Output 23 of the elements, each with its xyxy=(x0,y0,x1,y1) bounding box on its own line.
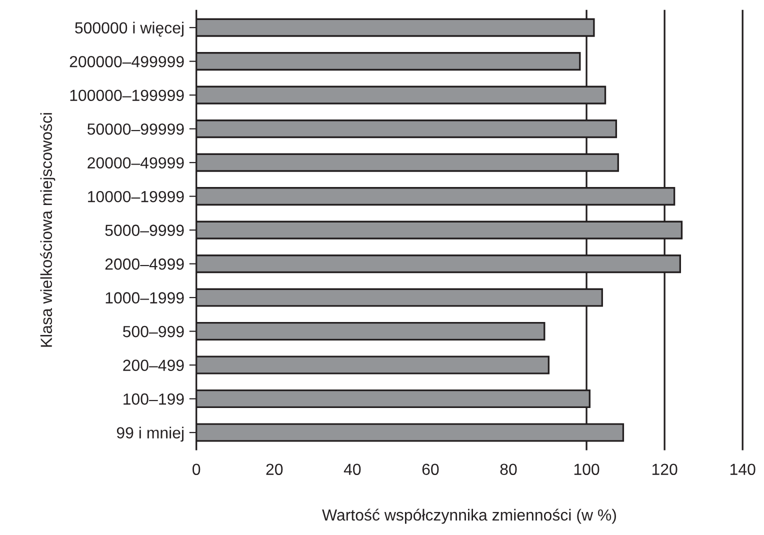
x-axis-title: Wartość współczynnika zmienności (w %) xyxy=(322,508,616,524)
y-tick-label: 200000–499999 xyxy=(70,56,184,68)
x-tick-label: 120 xyxy=(652,464,678,476)
y-tick-label: 5000–9999 xyxy=(105,224,184,236)
y-tick-label: 50000–99999 xyxy=(87,123,184,135)
y-tick-label: 1000–1999 xyxy=(106,292,184,304)
y-axis-title: Klasa wielkościowa miejscowości xyxy=(40,113,56,347)
y-tick-label: 500–999 xyxy=(123,326,184,338)
y-tick-label: 20000–49999 xyxy=(88,157,184,168)
x-tick-label: 0 xyxy=(192,464,200,476)
x-tick-label: 20 xyxy=(266,464,283,476)
y-tick-label: 100000–199999 xyxy=(70,90,184,102)
x-tick-label: 40 xyxy=(344,464,361,476)
y-tick-label: 2000–4999 xyxy=(105,258,184,270)
y-tick-label: 100–199 xyxy=(124,393,184,405)
x-tick-label: 60 xyxy=(422,464,439,476)
y-tick-label: 99 i mniej xyxy=(116,426,184,442)
x-tick-label: 80 xyxy=(500,464,517,476)
y-tick-label: 500000 i więcej xyxy=(75,22,184,37)
x-tick-label: 100 xyxy=(574,464,600,476)
x-tick-label: 140 xyxy=(730,464,756,476)
y-tick-label: 200–499 xyxy=(123,360,184,371)
y-tick-label: 10000–19999 xyxy=(88,190,184,202)
